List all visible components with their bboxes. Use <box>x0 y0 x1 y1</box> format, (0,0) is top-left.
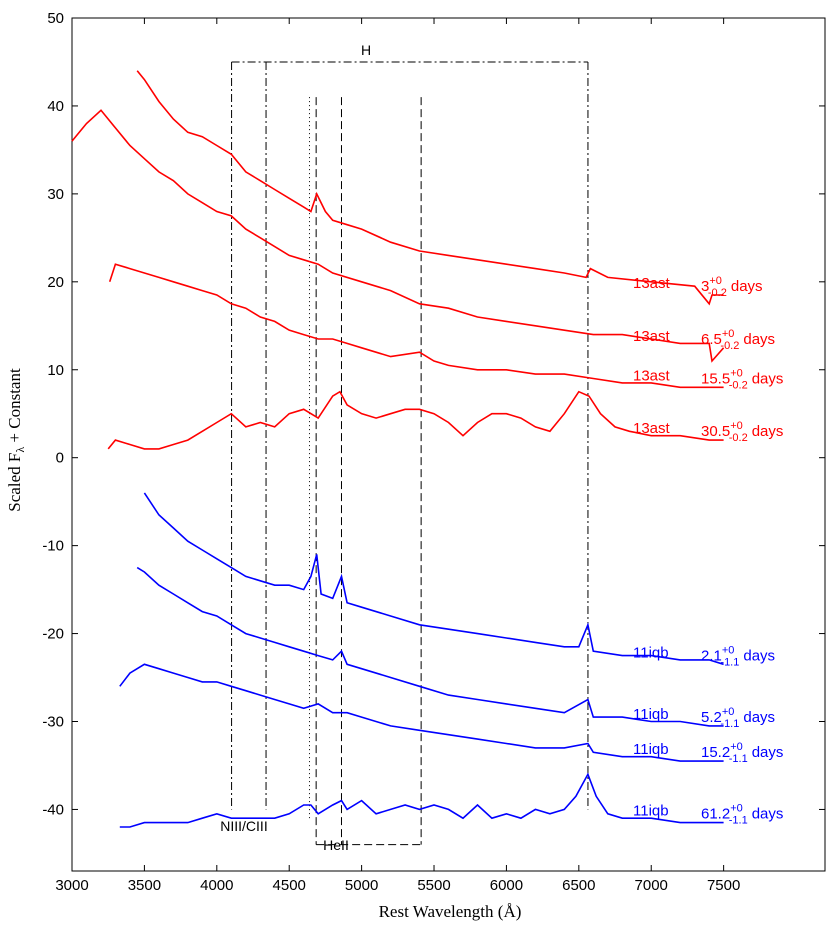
y-tick-label: -10 <box>42 538 64 555</box>
epoch-sup: +0 <box>730 420 743 432</box>
epoch-sup: +0 <box>722 644 735 656</box>
x-tick-label: 3000 <box>55 877 88 894</box>
epoch-value: 15.5 <box>701 370 730 387</box>
x-tick-label: 6000 <box>490 877 523 894</box>
series-epoch-label: 5.2+0 -1.1 days <box>701 706 775 730</box>
x-tick-label: 6500 <box>562 877 595 894</box>
x-tick-label: 5000 <box>345 877 378 894</box>
x-tick-label: 7500 <box>707 877 740 894</box>
y-axis-title-sub: λ <box>13 447 27 453</box>
y-tick-label: -40 <box>42 801 64 818</box>
y-tick-label: -20 <box>42 626 64 643</box>
epoch-sup: +0 <box>722 328 735 340</box>
series-epoch-label: 15.2+0 -1.1 days <box>701 741 783 765</box>
epoch-sup: +0 <box>722 706 735 718</box>
spectrum-line-11iqb-5.2 <box>136 566 724 727</box>
axis-ticks: 3000 3500 4000 4500 5000 5500 6000 6500 7000 7500… <box>42 10 825 894</box>
epoch-sub: -1.1 <box>729 815 748 827</box>
epoch-unit: days <box>752 423 784 440</box>
y-tick-label: -30 <box>42 714 64 731</box>
epoch-sup: +0 <box>730 741 743 753</box>
series-name-label: 13ast <box>633 420 671 437</box>
y-tick-label: 20 <box>47 274 64 291</box>
y-tick-label: 0 <box>56 450 64 467</box>
spectra-series <box>71 70 725 828</box>
series-name-label: 13ast <box>633 328 671 345</box>
epoch-sub: -1.1 <box>729 753 748 765</box>
y-axis-title-tail: + Constant <box>5 368 24 447</box>
series-name-label: 11iqb <box>633 644 669 661</box>
series-epoch-label: 3+0 -0.2 days <box>701 275 763 299</box>
x-tick-label: 5500 <box>417 877 450 894</box>
y-tick-label: 50 <box>47 10 64 27</box>
spectrum-line-11iqb-61.2 <box>119 772 724 828</box>
annotation-h: H <box>361 42 371 58</box>
line-markers <box>231 61 589 846</box>
spectrum-line-13ast-3 <box>136 70 724 306</box>
epoch-value: 15.2 <box>701 744 730 761</box>
epoch-unit: days <box>731 278 763 295</box>
epoch-sub: -1.1 <box>720 718 739 730</box>
epoch-unit: days <box>743 709 775 726</box>
x-tick-label: 7000 <box>635 877 668 894</box>
spectrum-line-13ast-15.5 <box>108 263 724 389</box>
epoch-value: 2.1 <box>701 647 722 664</box>
epoch-sup: +0 <box>730 367 743 379</box>
epoch-unit: days <box>752 806 784 823</box>
series-epoch-label: 30.5+0 -0.2 days <box>701 420 783 444</box>
epoch-unit: days <box>743 647 775 664</box>
epoch-value: 61.2 <box>701 806 730 823</box>
spectrum-line-11iqb-15.2 <box>119 663 724 762</box>
spectrum-line-13ast-6.5 <box>71 109 725 363</box>
epoch-sub: -0.2 <box>708 287 727 299</box>
epoch-sub: -0.2 <box>729 432 748 444</box>
y-axis-title: Scaled Fλ + Constant <box>5 368 27 512</box>
plot-frame <box>71 17 826 872</box>
series-epoch-label: 15.5+0 -0.2 days <box>701 367 783 391</box>
epoch-value: 30.5 <box>701 423 730 440</box>
epoch-value: 6.5 <box>701 331 722 348</box>
series-epoch-label: 61.2+0 -1.1 days <box>701 803 783 827</box>
epoch-sub: -1.1 <box>720 656 739 668</box>
series-name-label: 13ast <box>633 275 671 292</box>
x-tick-label: 4500 <box>273 877 306 894</box>
series-name-label: 13ast <box>633 367 671 384</box>
epoch-unit: days <box>752 370 784 387</box>
y-tick-label: 30 <box>47 186 64 203</box>
x-tick-label: 3500 <box>128 877 161 894</box>
epoch-value: 3 <box>701 278 709 295</box>
spectrum-line-13ast-30.5 <box>107 390 724 450</box>
annotation-heii: HeII <box>323 837 349 853</box>
series-name-label: 11iqb <box>633 803 669 820</box>
y-axis-title-main: Scaled F <box>5 453 24 512</box>
epoch-value: 5.2 <box>701 709 722 726</box>
series-name-label: 11iqb <box>633 741 669 758</box>
epoch-sub: -0.2 <box>729 379 748 391</box>
series-epoch-label: 2.1+0 -1.1 days <box>701 644 775 668</box>
epoch-sup: +0 <box>730 803 743 815</box>
x-axis-title: Rest Wavelength (Å) <box>379 902 522 921</box>
epoch-sup: +0 <box>709 275 722 287</box>
y-tick-label: 40 <box>47 98 64 115</box>
epoch-sub: -0.2 <box>720 340 739 352</box>
spectrum-line-11iqb-2.1 <box>143 492 724 666</box>
series-name-label: 11iqb <box>633 706 669 723</box>
x-tick-label: 4000 <box>200 877 233 894</box>
epoch-unit: days <box>752 744 784 761</box>
series-epoch-label: 6.5+0 -0.2 days <box>701 328 775 352</box>
annotation-niii-ciii: NIII/CIII <box>220 818 267 834</box>
y-tick-label: 10 <box>47 362 64 379</box>
epoch-unit: days <box>743 331 775 348</box>
